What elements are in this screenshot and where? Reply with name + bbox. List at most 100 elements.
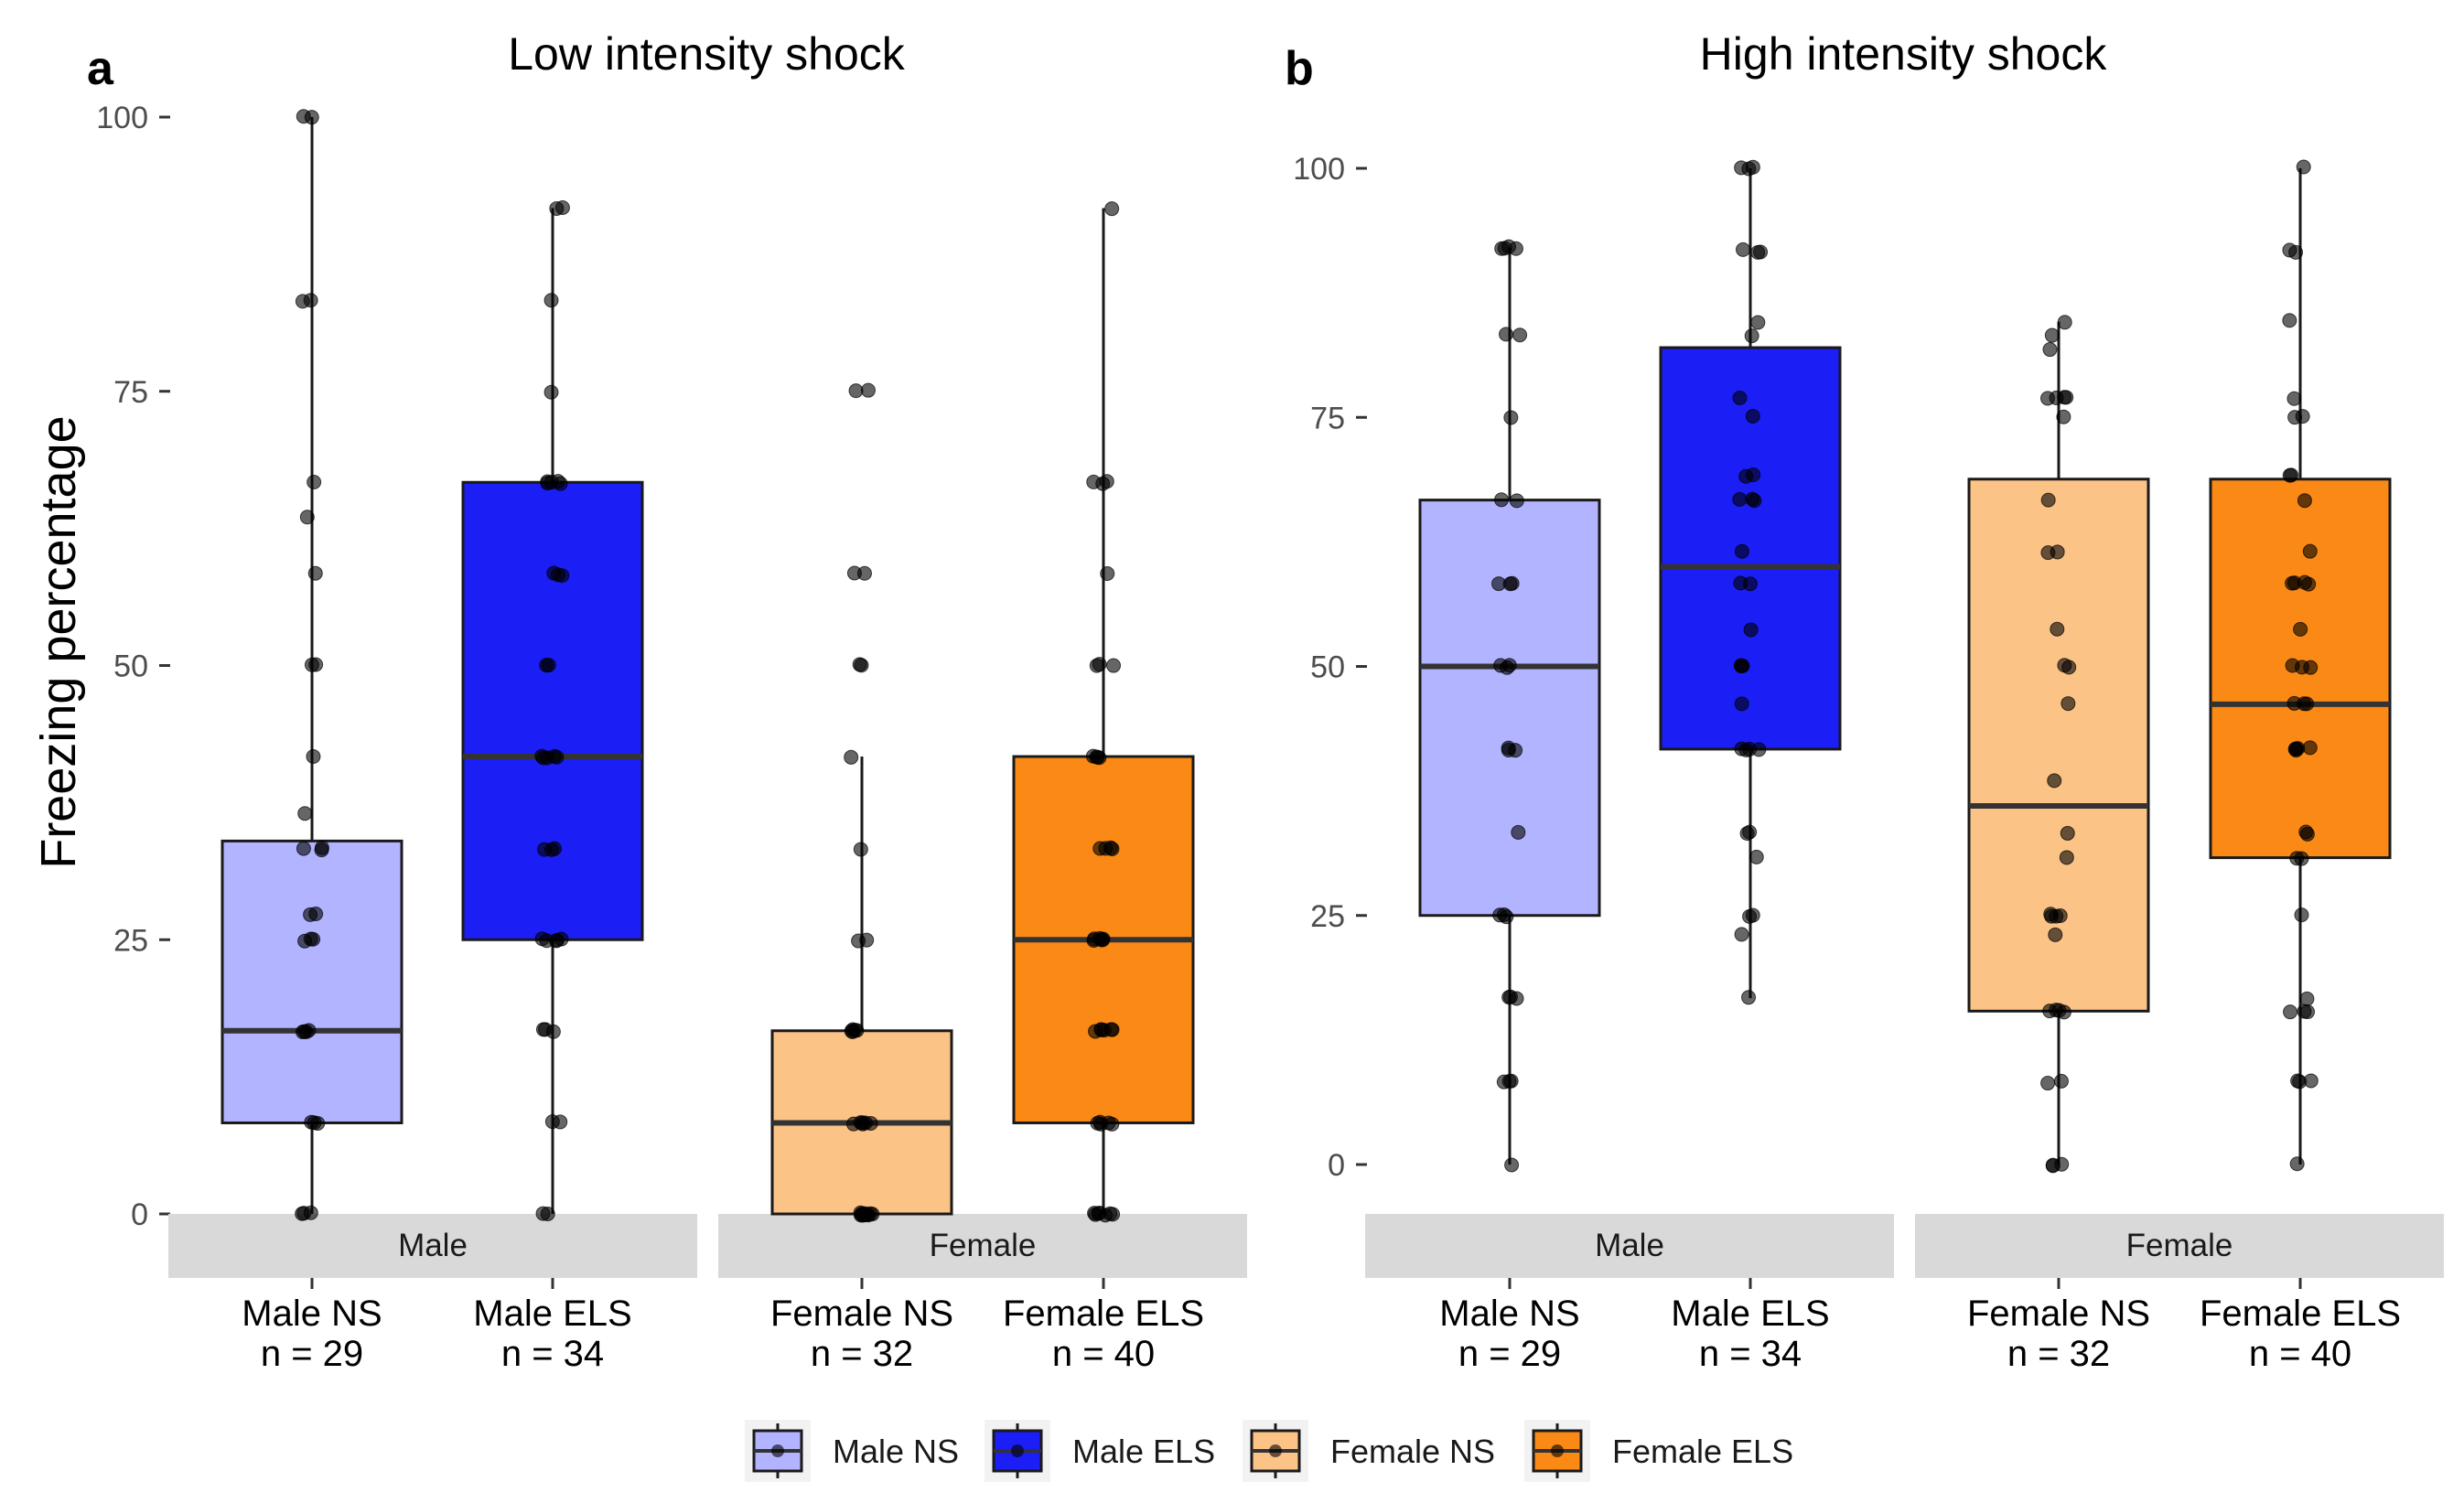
data-point	[1092, 750, 1107, 766]
box	[461, 480, 644, 941]
data-point	[2061, 660, 2077, 675]
x-tick-label: Male ELS	[1671, 1294, 1829, 1334]
data-point	[2293, 621, 2308, 637]
y-axis-label: Freezing percentage	[31, 415, 86, 868]
data-point	[1106, 658, 1122, 673]
data-point	[2302, 543, 2318, 559]
data-point	[545, 1024, 561, 1039]
legend-key-point	[1551, 1444, 1564, 1457]
data-point	[2059, 850, 2074, 865]
data-point	[2299, 696, 2315, 712]
data-point	[2286, 575, 2302, 591]
x-tick-label: Male NS	[1439, 1294, 1579, 1334]
data-point	[854, 658, 869, 673]
data-point	[859, 932, 875, 948]
data-point	[2043, 907, 2059, 922]
data-point	[2287, 410, 2303, 425]
legend-label: Female ELS	[1612, 1433, 1793, 1470]
data-point	[539, 933, 554, 949]
data-point	[1734, 927, 1749, 942]
data-point	[2287, 741, 2303, 757]
data-point	[1751, 742, 1767, 757]
data-point	[546, 565, 562, 581]
data-point	[1750, 244, 1766, 260]
box-group: Female NSn = 32	[770, 382, 953, 1374]
facet-strip-label: Female	[2126, 1228, 2233, 1263]
data-point	[2057, 315, 2072, 330]
data-point	[314, 840, 329, 855]
data-point	[2299, 991, 2315, 1006]
data-point	[544, 1114, 560, 1130]
data-point	[2303, 660, 2319, 675]
data-point	[2288, 244, 2304, 260]
data-point	[860, 382, 876, 398]
data-point	[543, 384, 559, 400]
data-point	[1503, 1073, 1519, 1089]
data-point	[2044, 327, 2060, 343]
data-point	[1734, 543, 1749, 559]
data-point	[1501, 239, 1517, 254]
data-point	[1499, 327, 1514, 342]
x-tick-label: Female NS	[1967, 1294, 2150, 1334]
data-point	[2050, 621, 2065, 637]
legend-item: Male ELS	[985, 1420, 1215, 1482]
data-point	[2294, 907, 2309, 923]
data-point	[2290, 1073, 2306, 1089]
data-point	[844, 1024, 859, 1039]
y-tick-label: 0	[1328, 1148, 1345, 1183]
box-group: Male NSn = 29	[221, 109, 403, 1374]
data-point	[1092, 657, 1107, 672]
facet-strip	[718, 1214, 1247, 1278]
x-tick-sample-size: n = 40	[1052, 1334, 1155, 1374]
legend-key-point	[1011, 1444, 1024, 1457]
data-point	[295, 1206, 310, 1221]
data-point	[308, 907, 324, 922]
legend-label: Female NS	[1330, 1433, 1495, 1470]
data-point	[856, 565, 872, 581]
data-point	[554, 199, 570, 215]
data-point	[2297, 1004, 2312, 1019]
x-tick-label: Female ELS	[2200, 1294, 2401, 1334]
box	[1418, 499, 1601, 918]
data-point	[2298, 824, 2314, 840]
data-point	[1509, 493, 1524, 509]
data-point	[853, 842, 868, 857]
y-tick-label: 50	[1310, 650, 1345, 685]
data-point	[1499, 909, 1514, 925]
data-point	[2302, 740, 2318, 756]
data-point	[1744, 328, 1759, 344]
data-point	[310, 1115, 326, 1131]
data-point	[1735, 658, 1750, 673]
data-point	[306, 748, 321, 764]
data-point	[536, 750, 552, 766]
data-point	[298, 1024, 314, 1039]
y-tick-label: 0	[131, 1197, 148, 1232]
data-point	[2054, 1156, 2070, 1172]
data-point	[1743, 622, 1759, 638]
data-point	[535, 1206, 551, 1221]
data-point	[1501, 740, 1516, 756]
x-tick-sample-size: n = 34	[1699, 1334, 1802, 1374]
data-point	[1503, 410, 1519, 425]
legend-label: Male ELS	[1072, 1433, 1215, 1470]
data-point	[863, 1116, 878, 1132]
data-point	[1745, 408, 1760, 424]
data-point	[855, 1206, 870, 1221]
data-point	[848, 383, 864, 399]
facet-strip	[1915, 1214, 2444, 1278]
data-point	[2296, 159, 2311, 175]
box-group: Male NSn = 29	[1418, 239, 1601, 1374]
data-point	[1738, 468, 1754, 484]
box	[1659, 346, 1842, 751]
data-point	[539, 658, 554, 673]
data-point	[2040, 545, 2056, 561]
data-point	[2056, 409, 2071, 424]
